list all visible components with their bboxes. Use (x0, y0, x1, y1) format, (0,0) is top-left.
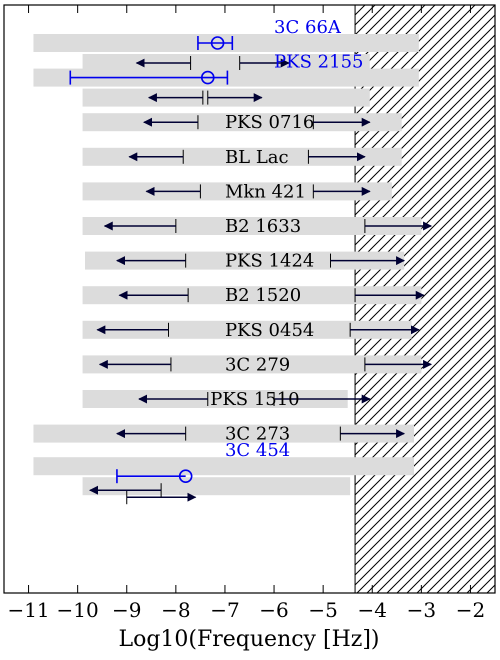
source-label: 3C 66A (274, 17, 342, 38)
source-label: PKS 0454 (225, 320, 314, 341)
x-tick-label: −4 (358, 598, 387, 622)
range-bar (82, 390, 348, 408)
source-label: BL Lac (225, 147, 289, 168)
range-bar (82, 113, 402, 132)
source-label: B2 1520 (225, 285, 301, 306)
detection-point (200, 70, 215, 85)
x-axis-label: Log10(Frequency [Hz]) (118, 627, 379, 652)
x-tick-label: −9 (112, 598, 141, 622)
range-bar (82, 182, 392, 201)
x-tick-label: −10 (57, 598, 99, 622)
detection-point (210, 36, 225, 50)
x-tick-label: −5 (308, 598, 337, 622)
detection-point (178, 469, 193, 484)
x-tick-label: −3 (407, 598, 436, 622)
x-tick-label: −7 (210, 598, 239, 622)
source-label: PKS 0716 (225, 112, 314, 133)
range-bar (85, 251, 405, 270)
source-label: 3C 273 (225, 424, 290, 445)
x-tick-label: −2 (456, 598, 485, 622)
source-label: 3C 279 (225, 354, 290, 375)
range-bar (33, 457, 414, 476)
x-tick-label: −11 (7, 598, 49, 622)
range-bar (82, 217, 422, 235)
source-label: PKS 2155 (274, 52, 363, 73)
source-label: PKS 1510 (210, 389, 299, 410)
source-label: 3C 454 (225, 440, 290, 461)
x-tick-label: −8 (161, 598, 190, 622)
source-label: B2 1633 (225, 216, 301, 237)
range-bar (82, 286, 422, 305)
plot-frame (3, 4, 496, 594)
source-label: PKS 1424 (225, 251, 314, 272)
source-label: Mkn 421 (225, 181, 306, 202)
range-bar (82, 355, 422, 374)
range-bar (82, 54, 370, 72)
range-bar (33, 424, 414, 443)
range-bar (82, 320, 412, 339)
range-bar (82, 147, 402, 166)
x-tick-label: −6 (259, 598, 288, 622)
range-bar (82, 477, 351, 496)
